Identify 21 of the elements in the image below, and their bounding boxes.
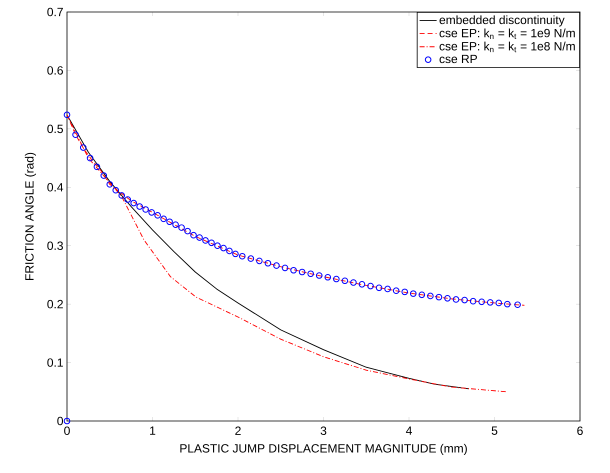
- x-tick-label: 6: [577, 426, 583, 435]
- x-tick-label: 2: [235, 426, 241, 435]
- x-axis-title: PLASTIC JUMP DISPLACEMENT MAGNITUDE (mm): [180, 444, 467, 455]
- legend-label: cse EP: k$_{n}$ = k$_{t}$ = 1e9 N/m: [440, 28, 575, 40]
- legend-label: cse EP: k$_{n}$ = k$_{t}$ = 1e8 N/m: [440, 42, 575, 52]
- x-tick-label: 1: [150, 426, 156, 435]
- y-tick-label: 0.6: [47, 66, 63, 75]
- y-tick-label: 0: [57, 416, 64, 426]
- legend-label: embedded discontinuity: [440, 15, 565, 27]
- legend-label: cse RP: [440, 54, 477, 64]
- y-tick-label: 0.4: [47, 183, 64, 192]
- y-tick-label: 0.5: [47, 124, 63, 134]
- x-tick-label: 3: [320, 426, 326, 435]
- y-tick-label: 0.3: [47, 241, 63, 250]
- y-tick-label: 0.1: [47, 358, 63, 367]
- y-tick-label: 0.2: [47, 300, 63, 308]
- y-axis-title: FRICTION ANGLE (rad): [24, 152, 36, 280]
- x-tick-label: 0: [64, 426, 70, 435]
- x-tick-label: 5: [492, 426, 498, 435]
- y-tick-label: 0.7: [47, 8, 63, 16]
- x-tick-label: 4: [406, 426, 412, 435]
